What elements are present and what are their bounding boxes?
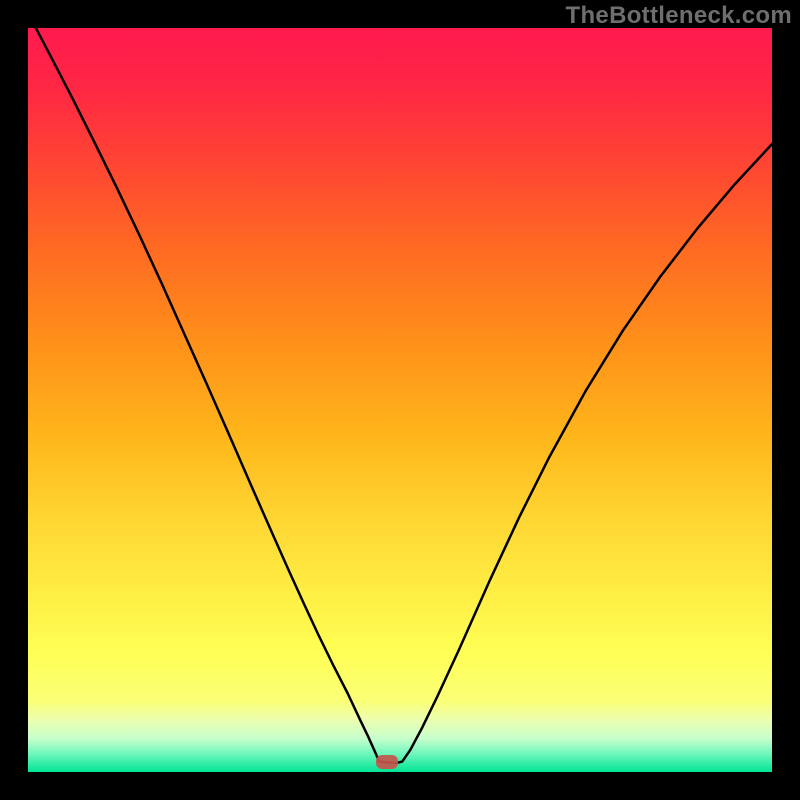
chart-frame: TheBottleneck.com xyxy=(0,0,800,800)
plot-background xyxy=(28,28,772,772)
bottleneck-chart xyxy=(28,28,772,772)
optimum-marker xyxy=(376,755,398,769)
watermark-text: TheBottleneck.com xyxy=(566,2,792,30)
